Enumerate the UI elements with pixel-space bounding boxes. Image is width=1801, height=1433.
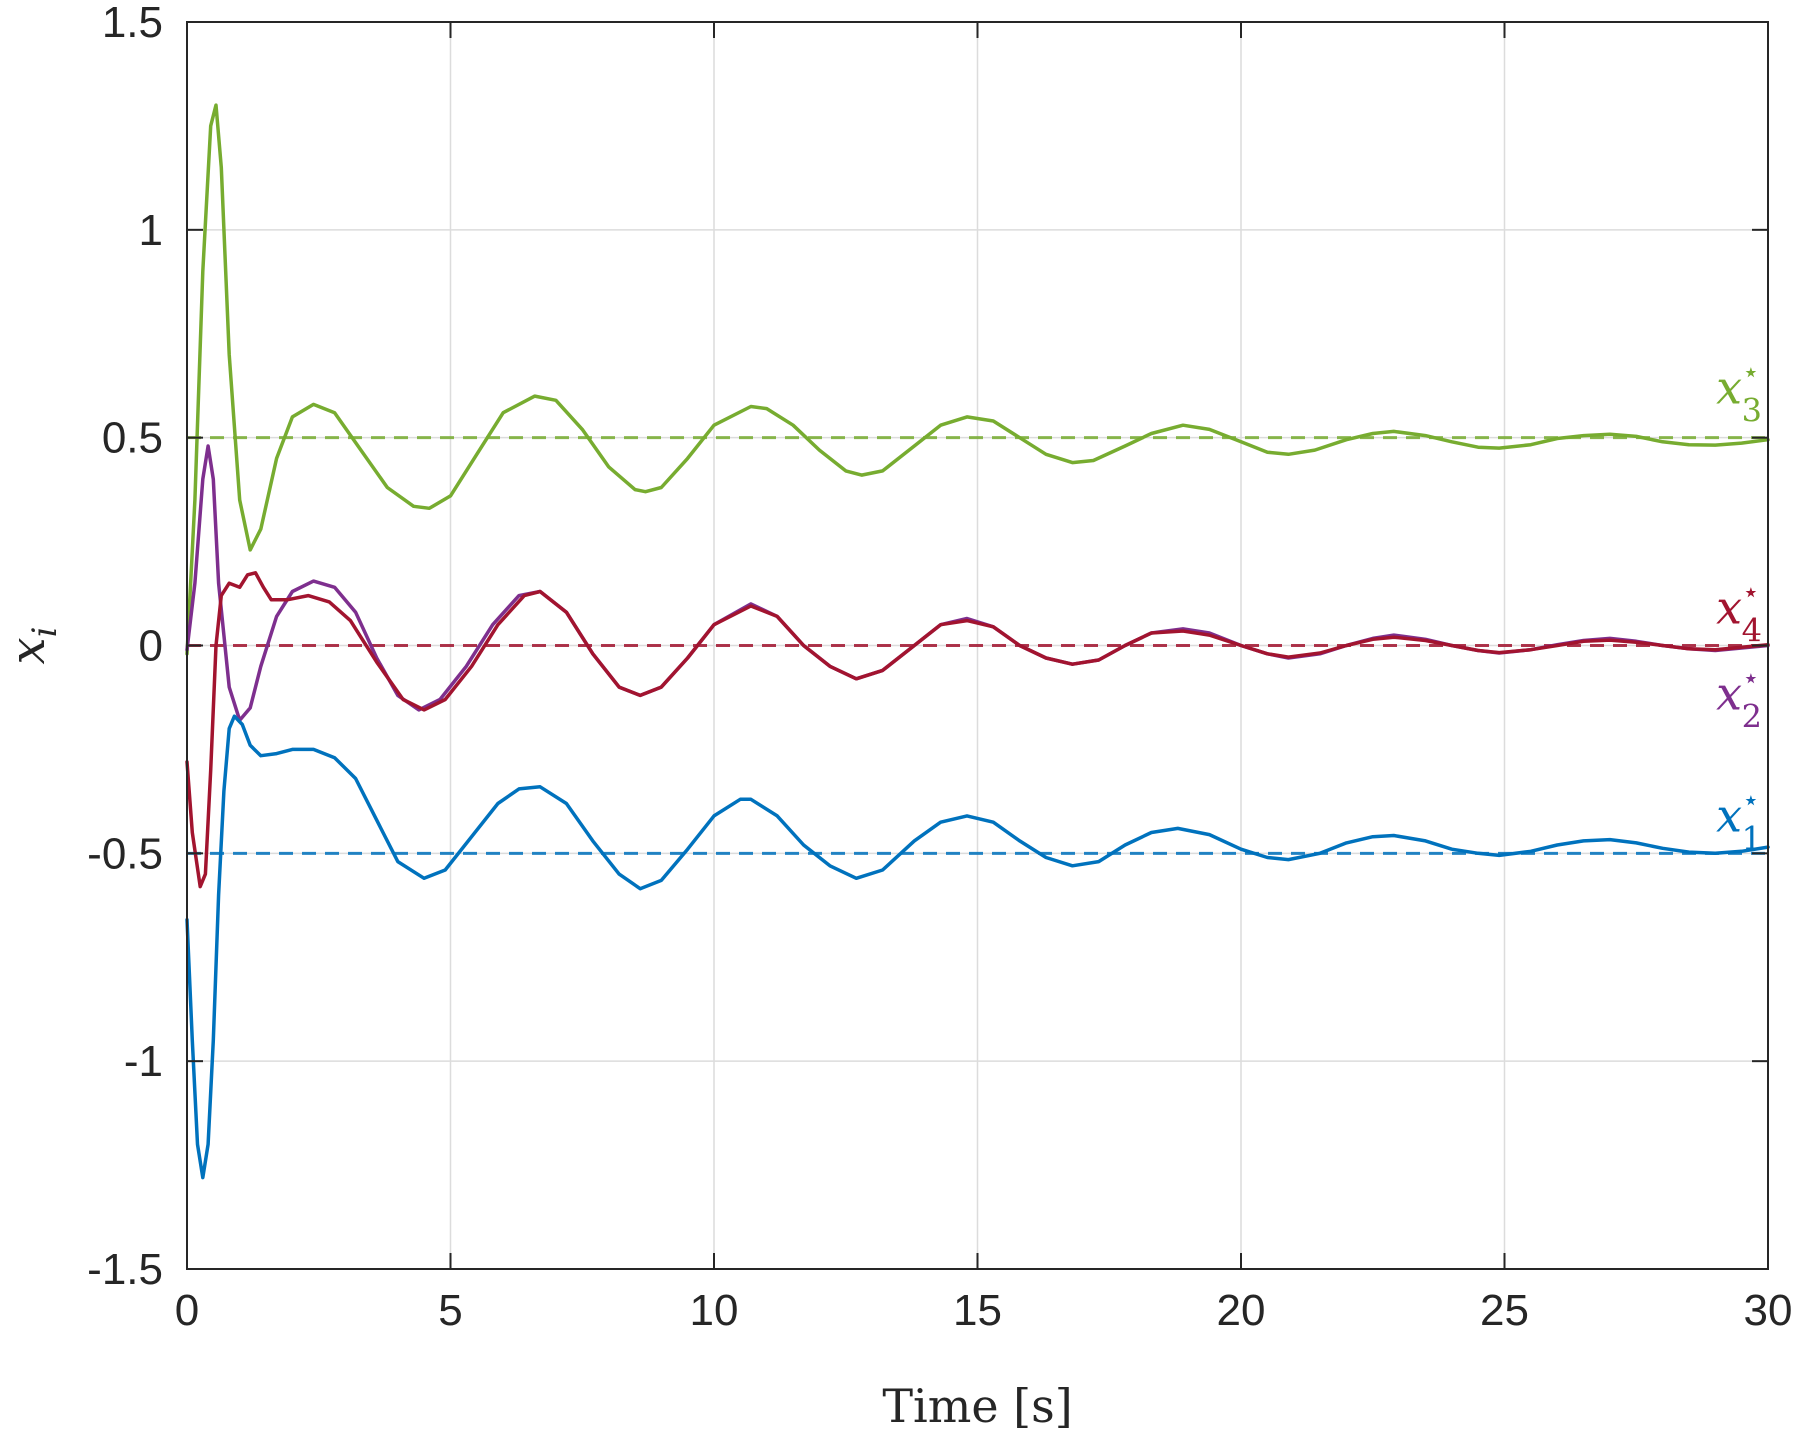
reference-label-x2_star: x⋆ 2 <box>1716 662 1762 736</box>
x-tick-label: 25 <box>1480 1286 1529 1335</box>
y-tick-label: -0.5 <box>87 829 163 878</box>
x-tick-labels: 0 5 10 15 20 25 30 <box>175 1286 1793 1335</box>
reference-label-sub: 3 <box>1742 392 1762 430</box>
reference-label-base: x <box>1716 788 1742 842</box>
x-tick-label: 30 <box>1744 1286 1793 1335</box>
y-tick-labels: -1.5 -1 -0.5 0 0.5 1 1.5 <box>87 0 163 1294</box>
reference-label-x1_star: x⋆ 1 <box>1716 783 1762 857</box>
reference-label-sub: 1 <box>1742 819 1762 857</box>
x-tick-label: 15 <box>953 1286 1002 1335</box>
x-tick-label: 10 <box>690 1286 739 1335</box>
x-tick-label: 5 <box>438 1286 462 1335</box>
reference-label-sup: ⋆ <box>1742 576 1760 609</box>
x-axis-label: Time [s] <box>882 1379 1072 1433</box>
series-line-x3 <box>185 103 1770 656</box>
series-line-x4 <box>185 571 1770 889</box>
reference-label-sub: 4 <box>1742 612 1762 650</box>
x-tick-label: 20 <box>1217 1286 1266 1335</box>
reference-label-sub: 2 <box>1742 698 1762 736</box>
y-axis-label: xi <box>0 627 65 665</box>
reference-label-sup: ⋆ <box>1742 356 1760 389</box>
reference-label-base: x <box>1716 361 1742 415</box>
ticks <box>186 21 1769 1270</box>
y-axis-label-sub: i <box>25 627 65 638</box>
series-group <box>185 103 1770 1180</box>
reference-label-x3_star: x⋆ 3 <box>1716 356 1762 430</box>
reference-labels: x⋆ 3x⋆ 4x⋆ 2x⋆ 1 <box>1716 356 1762 858</box>
y-tick-label: 0.5 <box>102 414 163 463</box>
series-line-x1 <box>185 714 1770 1180</box>
y-tick-label: 1.5 <box>102 0 163 47</box>
reference-label-base: x <box>1716 581 1742 635</box>
reference-label-base: x <box>1716 667 1742 721</box>
y-tick-label: 0 <box>139 622 163 671</box>
reference-label-sup: ⋆ <box>1742 783 1760 816</box>
x-tick-label: 0 <box>175 1286 199 1335</box>
y-axis-label-base: x <box>0 637 56 664</box>
reference-label-x4_star: x⋆ 4 <box>1716 576 1762 650</box>
reference-label-sup: ⋆ <box>1742 662 1760 695</box>
y-tick-label: 1 <box>139 206 163 255</box>
y-tick-label: -1.5 <box>87 1245 163 1294</box>
y-tick-label: -1 <box>124 1037 163 1086</box>
